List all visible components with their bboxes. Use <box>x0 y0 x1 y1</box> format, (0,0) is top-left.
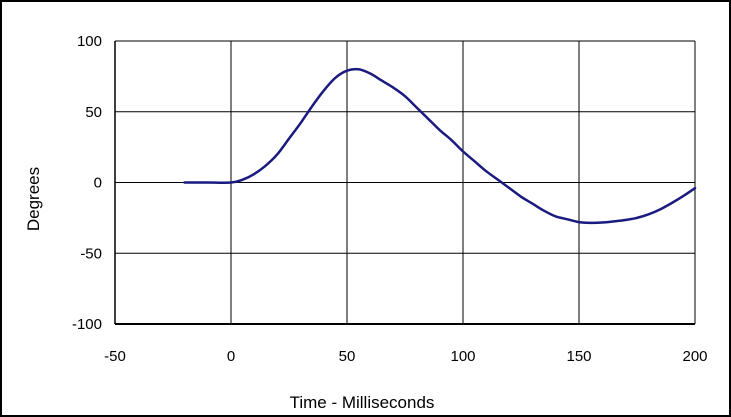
plot-frame <box>114 41 695 325</box>
y-axis-tick-labels: 100 50 0 -50 -100 <box>72 33 102 333</box>
x-tick-label: 200 <box>682 348 707 365</box>
y-tick-label: 100 <box>77 33 102 50</box>
y-tick-label: -50 <box>80 245 102 262</box>
y-tick-label: 50 <box>85 104 102 121</box>
x-tick-label: 150 <box>566 348 591 365</box>
x-tick-label: -50 <box>104 348 126 365</box>
x-axis-tick-labels: -50 0 50 100 150 200 <box>104 348 707 365</box>
series-layer <box>183 67 697 225</box>
x-tick-label: 100 <box>450 348 475 365</box>
y-axis-title: Degrees <box>24 167 43 231</box>
series-line <box>183 67 697 225</box>
y-tick-label: -100 <box>72 316 102 333</box>
x-tick-label: 0 <box>227 348 235 365</box>
x-axis-title: Time - Milliseconds <box>290 393 435 412</box>
x-tick-label: 50 <box>339 348 356 365</box>
y-tick-label: 0 <box>94 175 102 192</box>
